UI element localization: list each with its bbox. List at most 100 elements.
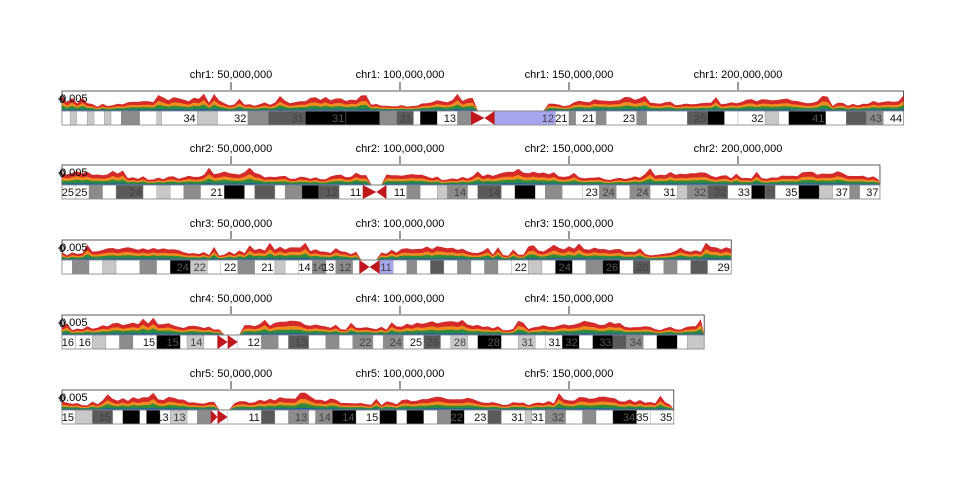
band-label: 23 (623, 113, 635, 125)
band-label: 22 (450, 412, 462, 424)
cytoband (416, 259, 431, 275)
cytoband (139, 409, 147, 425)
band-label: 35 (660, 412, 672, 424)
centromere-band (227, 335, 238, 349)
y-tick-label: 0.005 (60, 242, 88, 254)
cytoband (535, 334, 546, 350)
band-label: 43 (870, 113, 882, 125)
band-label: 26 (636, 262, 648, 274)
cytoband (284, 259, 299, 275)
band-label: 11 (248, 412, 259, 424)
band-label: 21 (555, 113, 567, 125)
cytoband (261, 334, 279, 350)
cytoband (470, 259, 485, 275)
band-label: 13 (173, 412, 185, 424)
cytoband (585, 259, 603, 275)
centromere-band (362, 185, 377, 199)
ideogram-frame (61, 409, 675, 425)
y-tick-label: 0 (59, 94, 65, 106)
cytoband (278, 334, 289, 350)
band-label: 15 (62, 412, 74, 424)
cytoband (423, 409, 438, 425)
cytoband (372, 334, 384, 350)
band-label: 24 (177, 262, 189, 274)
cytoband (308, 334, 326, 350)
band-label: 31 (521, 337, 533, 349)
band-label: 25 (410, 337, 422, 349)
band-label: 23 (586, 187, 598, 199)
band-label: 34 (623, 412, 635, 424)
tick-label: chr2: 50,000,000 (190, 143, 273, 155)
tick-label: chr4: 150,000,000 (525, 293, 614, 305)
cytoband (156, 184, 171, 200)
cytoband (690, 259, 708, 275)
centromere-band (217, 410, 228, 424)
band-label: 29 (717, 262, 729, 274)
coverage-series-3 (62, 392, 674, 410)
cytoband (139, 259, 157, 275)
cytoband (301, 184, 320, 200)
cytoband (487, 409, 502, 425)
cytoband (778, 110, 789, 126)
band-label: 41 (812, 113, 824, 125)
cytoband (484, 259, 499, 275)
centromere-band (484, 111, 495, 125)
cytoband (92, 334, 107, 350)
band-label: 15 (167, 337, 179, 349)
coverage-series-1 (62, 178, 880, 185)
y-tick-label: 0.005 (60, 317, 88, 329)
cytoband (568, 110, 576, 126)
cytoband (572, 259, 587, 275)
cytoband (379, 409, 397, 425)
band-label: 33 (599, 337, 611, 349)
cytoband (119, 334, 134, 350)
chromosome-chr2: chr2: 50,000,000 chr2: 100,000,000 chr2: 1… (58, 143, 881, 200)
cytoband (751, 184, 766, 200)
coverage-series-0 (62, 332, 705, 335)
coverage-series-0 (62, 182, 880, 185)
cytoband (595, 110, 607, 126)
band-label: 13 (444, 113, 456, 125)
band-label: 11 (380, 262, 391, 274)
cytoband (244, 184, 255, 200)
cytoband (237, 259, 255, 275)
band-label: 35 (785, 187, 797, 199)
cytoband (274, 409, 289, 425)
cytoband (578, 334, 593, 350)
tick-label: chr5: 100,000,000 (356, 368, 445, 380)
band-label: 24 (603, 187, 615, 199)
band-label: 14 (488, 187, 500, 199)
cytoband (325, 334, 340, 350)
cytoband (649, 259, 664, 275)
centromere-band (359, 260, 370, 274)
tick-label: chr3: 100,000,000 (356, 218, 445, 230)
band-label: 32 (751, 113, 763, 125)
band-label: 25 (62, 187, 74, 199)
cytoband (339, 334, 353, 350)
cytoband (619, 259, 634, 275)
cytoband (846, 110, 867, 126)
cytoband (308, 409, 316, 425)
centromere-band (369, 260, 380, 274)
cytoband (798, 184, 820, 200)
tick-label: chr1: 200,000,000 (694, 69, 783, 81)
tick-label: chr1: 100,000,000 (356, 69, 445, 81)
cytoband (541, 259, 556, 275)
cytoband (420, 110, 438, 126)
band-label: 15 (143, 337, 155, 349)
band-label: 32 (565, 337, 577, 349)
band-label: 34 (630, 337, 642, 349)
cytoband (677, 184, 688, 200)
band-label: 13 (322, 262, 334, 274)
coverage-series-2 (62, 100, 904, 111)
band-label: 21 (400, 113, 412, 125)
cytoband (406, 259, 418, 275)
band-label: 14 (190, 337, 202, 349)
band-label: 11 (394, 187, 405, 199)
band-label: 15 (366, 412, 378, 424)
cytoband (514, 184, 536, 200)
cytoband (724, 110, 739, 126)
band-label: 14 (298, 262, 310, 274)
band-label: 32 (694, 187, 706, 199)
y-tick-label: 0.005 (60, 167, 88, 179)
